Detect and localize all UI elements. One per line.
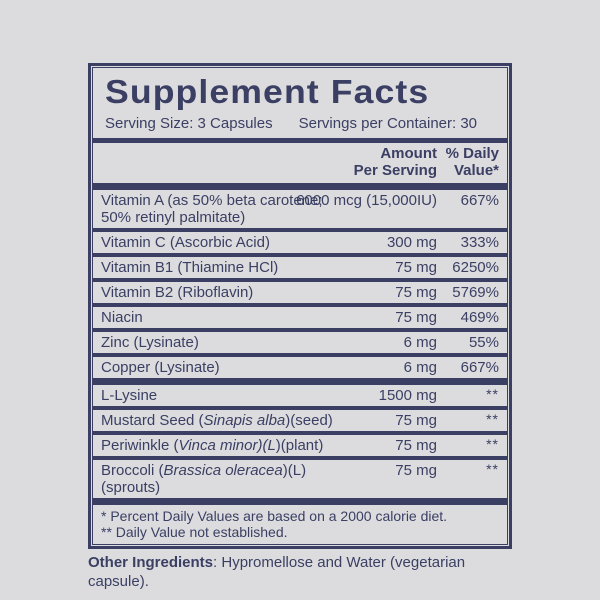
- daily-value: 333%: [460, 234, 499, 251]
- table-row: Mustard Seed (Sinapis alba)(seed) 75 mg **: [92, 409, 508, 432]
- other-ingredients-label: Other Ingredients: [88, 554, 214, 571]
- column-header-amount: Amount Per Serving: [353, 145, 437, 179]
- amount-per-serving-value: 1500 mg: [378, 387, 437, 404]
- ingredient-name: Vitamin A (as 50% beta carotene; 50% ret…: [101, 192, 323, 226]
- table-row: L-Lysine 1500 mg **: [92, 384, 508, 407]
- ingredient-name: Broccoli (Brassica oleracea)(L)(sprouts): [101, 462, 307, 496]
- ingredient-name: Vitamin B2 (Riboflavin): [101, 284, 254, 301]
- table-row: Periwinkle (Vinca minor)(L)(plant) 75 mg *…: [92, 434, 508, 457]
- amount-per-serving-value: 300 mg: [386, 234, 437, 251]
- ingredient-name: Periwinkle (Vinca minor)(L)(plant): [101, 437, 324, 454]
- ingredient-name: Mustard Seed (Sinapis alba)(seed): [101, 412, 333, 429]
- amount-per-serving-value: 6 mg: [403, 359, 437, 376]
- table-row: Vitamin B1 (Thiamine HCl) 75 mg 6250%: [92, 256, 508, 279]
- amount-per-serving-value: 75 mg: [395, 412, 437, 429]
- amount-per-serving-value: 75 mg: [395, 309, 437, 326]
- table-row: Vitamin B2 (Riboflavin) 75 mg 5769%: [92, 281, 508, 304]
- supplement-facts-label: Supplement Facts Serving Size: 3 Capsule…: [88, 63, 512, 549]
- table-row: Vitamin C (Ascorbic Acid) 300 mg 333%: [92, 231, 508, 254]
- ingredient-name: Copper (Lysinate): [101, 359, 220, 376]
- amount-per-serving-value: 75 mg: [395, 284, 437, 301]
- label-header-section: Supplement Facts Serving Size: 3 Capsule…: [92, 67, 508, 139]
- other-ingredients-text: : Hypromellose and Water (vegetarian cap…: [88, 554, 466, 590]
- daily-value: 6250%: [452, 259, 499, 276]
- ingredient-name: Zinc (Lysinate): [101, 334, 199, 351]
- daily-value: **: [486, 436, 499, 452]
- ingredient-name: Vitamin B1 (Thiamine HCl): [101, 259, 279, 276]
- daily-value: **: [486, 386, 499, 402]
- daily-value: 667%: [460, 192, 499, 209]
- daily-value: 469%: [460, 309, 499, 326]
- ingredient-name: Vitamin C (Ascorbic Acid): [101, 234, 270, 251]
- daily-value: 667%: [460, 359, 499, 376]
- serving-size: Serving Size: 3 Capsules: [105, 115, 273, 132]
- other-ingredients: Other Ingredients: Hypromellose and Wate…: [88, 553, 528, 591]
- daily-value: 55%: [468, 334, 499, 351]
- table-row: Copper (Lysinate) 6 mg 667%: [92, 356, 508, 379]
- footnote-not-established: ** Daily Value not established.: [101, 524, 288, 540]
- table-row: Broccoli (Brassica oleracea)(L)(sprouts)…: [92, 459, 508, 499]
- label-sections: Supplement Facts Serving Size: 3 Capsule…: [92, 67, 508, 545]
- amount-per-serving-value: 6 mg: [403, 334, 437, 351]
- column-header-row: Amount Per Serving % Daily Value*: [92, 142, 508, 184]
- ingredient-name: Niacin: [101, 309, 143, 326]
- servings-per-container: Servings per Container: 30: [298, 115, 478, 132]
- label-title: Supplement Facts: [105, 73, 430, 110]
- footnote-daily-values: * Percent Daily Values are based on a 20…: [101, 508, 448, 524]
- amount-per-serving-value: 6000 mcg (15,000IU): [296, 192, 437, 209]
- table-row: Zinc (Lysinate) 6 mg 55%: [92, 331, 508, 354]
- amount-per-serving-value: 75 mg: [395, 462, 437, 479]
- daily-value: **: [486, 411, 499, 427]
- footnotes-section: * Percent Daily Values are based on a 20…: [92, 504, 508, 545]
- table-row: Niacin 75 mg 469%: [92, 306, 508, 329]
- amount-per-serving-value: 75 mg: [395, 437, 437, 454]
- serving-info: Serving Size: 3 Capsules Servings per Co…: [105, 115, 495, 133]
- amount-per-serving-value: 75 mg: [395, 259, 437, 276]
- daily-value: 5769%: [452, 284, 499, 301]
- ingredient-name: L-Lysine: [101, 387, 158, 404]
- table-row: Vitamin A (as 50% beta carotene; 50% ret…: [92, 189, 508, 229]
- column-header-daily-value: % Daily Value*: [445, 145, 499, 179]
- daily-value: **: [486, 461, 499, 477]
